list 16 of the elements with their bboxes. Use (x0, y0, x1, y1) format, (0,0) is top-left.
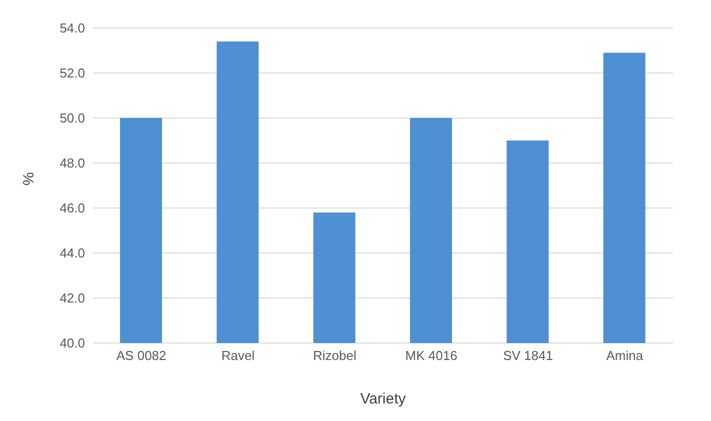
x-tick-label: SV 1841 (503, 348, 553, 364)
x-tick-label: MK 4016 (405, 348, 458, 364)
x-tick-label: Rizobel (312, 348, 356, 364)
x-tick-label: AS 0082 (116, 348, 166, 364)
x-tick-label: Amina (606, 348, 644, 364)
y-tick-label: 48.0 (60, 156, 85, 171)
y-tick-label: 42.0 (60, 290, 85, 306)
x-tick-label: Ravel (221, 348, 255, 364)
y-tick-label: 46.0 (60, 200, 85, 216)
y-tick-label: 54.0 (60, 20, 85, 36)
y-tick-label: 52.0 (60, 66, 85, 81)
y-tick-label: 40.0 (60, 336, 85, 351)
x-axis-title: Variety (360, 390, 406, 408)
y-tick-label: 50.0 (60, 110, 85, 126)
y-tick-label: 44.0 (60, 246, 85, 261)
y-axis-title: % (20, 172, 38, 186)
